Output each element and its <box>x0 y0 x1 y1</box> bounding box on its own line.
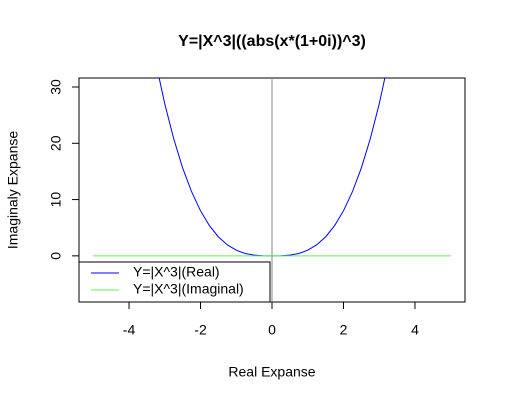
y-tick-label: 30 <box>48 79 64 95</box>
y-tick-label: 0 <box>48 252 64 260</box>
x-tick-label: -4 <box>123 322 136 338</box>
x-tick-label: 2 <box>340 322 348 338</box>
x-tick-label: 0 <box>268 322 276 338</box>
x-tick-label: -2 <box>194 322 207 338</box>
chart-title: Y=|X^3|((abs(x*(1+0i))^3) <box>178 33 366 50</box>
x-axis-title: Real Expanse <box>228 364 315 380</box>
legend-label: Y=|X^3|(Imaginal) <box>133 281 244 297</box>
legend-box <box>78 261 271 303</box>
y-tick-label: 20 <box>48 135 64 151</box>
x-tick-label: 4 <box>411 322 419 338</box>
legend-label: Y=|X^3|(Real) <box>133 264 220 280</box>
y-axis-title: Imaginaly Expanse <box>5 131 21 250</box>
y-tick-label: 10 <box>48 192 64 208</box>
